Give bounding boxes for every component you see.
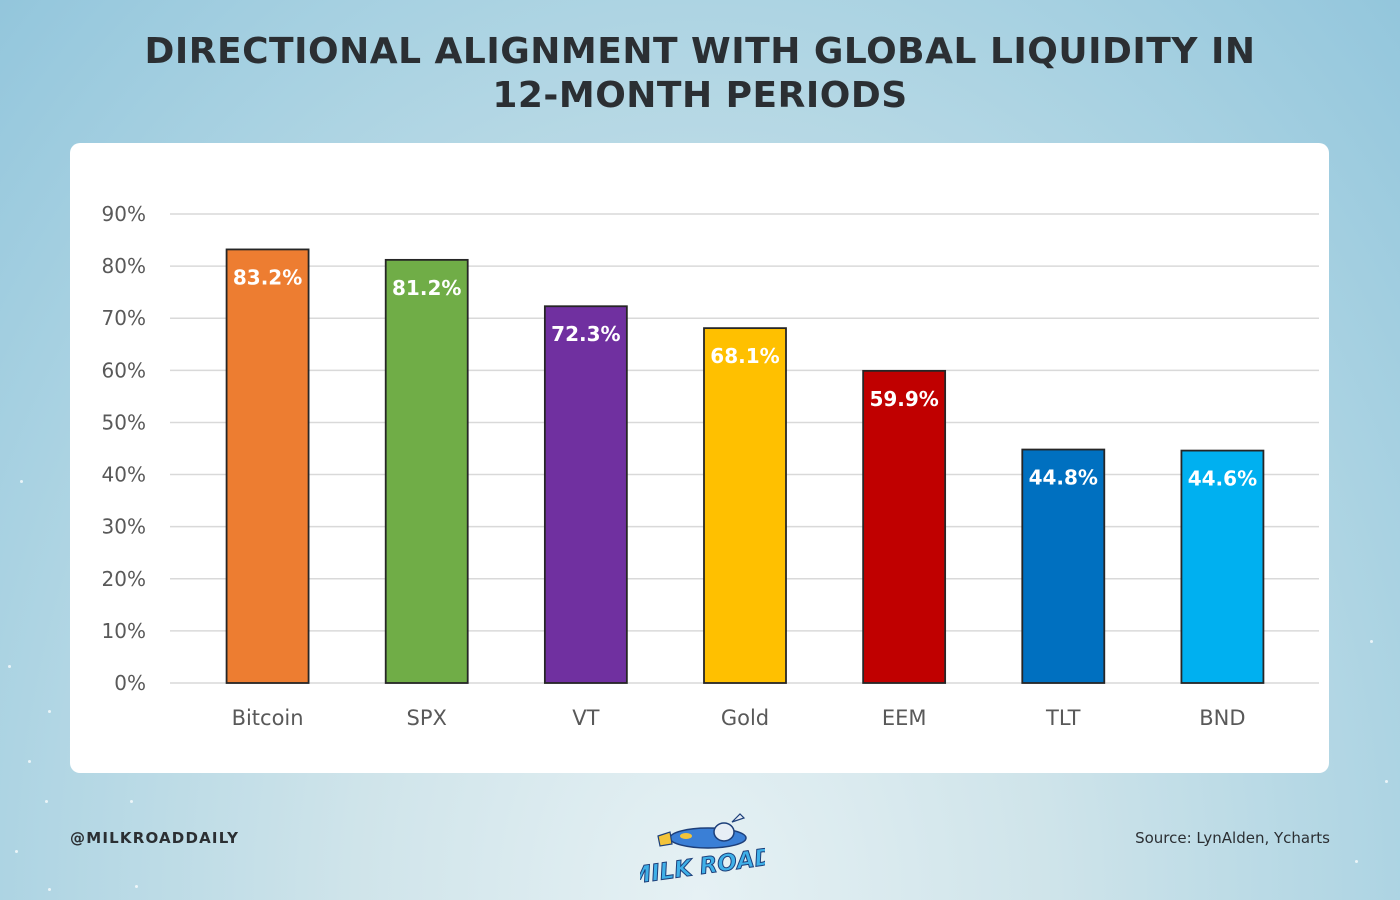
y-tick-label: 50% (102, 410, 146, 434)
data-label: 81.2% (392, 276, 461, 300)
title-line-2: 12-MONTH PERIODS (492, 75, 908, 116)
data-label: 44.6% (1188, 467, 1257, 491)
y-tick-label: 40% (102, 463, 146, 487)
data-label: 44.8% (1029, 466, 1098, 490)
y-tick-label: 0% (114, 671, 146, 695)
bar-chart: 0% 10% 20% 30% 40% 50% 60% 70% 80% 90% 83.2% Bitcoi… (102, 202, 1319, 730)
bar-gold (703, 327, 787, 684)
y-tick-label: 80% (102, 254, 146, 278)
source-note: Source: LynAlden, Ycharts (1135, 829, 1330, 847)
x-tick-label: Bitcoin (232, 706, 304, 730)
y-tick-label: 90% (102, 202, 146, 226)
y-tick-label: 10% (102, 619, 146, 643)
x-tick-label: TLT (1045, 706, 1081, 730)
bar-vt (543, 305, 628, 684)
x-tick-label: SPX (407, 706, 447, 730)
data-label: 59.9% (869, 387, 938, 411)
social-handle: @MILKROADDAILY (70, 829, 240, 847)
data-label: 68.1% (710, 344, 779, 368)
y-tick-label: 30% (102, 515, 146, 539)
milk-road-logo: MILK ROAD (640, 813, 765, 885)
x-tick-label: EEM (882, 706, 927, 730)
chart-card: 0% 10% 20% 30% 40% 50% 60% 70% 80% 90% 83.2% Bitcoi… (70, 143, 1329, 773)
bar-bnd (1180, 449, 1265, 684)
data-label: 83.2% (233, 265, 302, 289)
bar-bitcoin (225, 248, 310, 684)
cow-mascot-icon (657, 813, 747, 849)
logo-text: MILK ROAD (640, 844, 765, 885)
y-tick-label: 60% (102, 358, 146, 382)
title-line-1: DIRECTIONAL ALIGNMENT WITH GLOBAL LIQUID… (144, 31, 1256, 72)
data-label: 72.3% (551, 322, 620, 346)
x-tick-label: BND (1199, 706, 1245, 730)
y-tick-label: 70% (102, 306, 146, 330)
bar-eem (862, 369, 947, 684)
y-tick-label: 20% (102, 567, 146, 591)
bar-tlt (1021, 448, 1106, 684)
bar-spx (384, 258, 469, 684)
x-tick-label: VT (572, 706, 599, 730)
x-tick-label: Gold (721, 706, 769, 730)
chart-title: DIRECTIONAL ALIGNMENT WITH GLOBAL LIQUID… (0, 30, 1400, 118)
